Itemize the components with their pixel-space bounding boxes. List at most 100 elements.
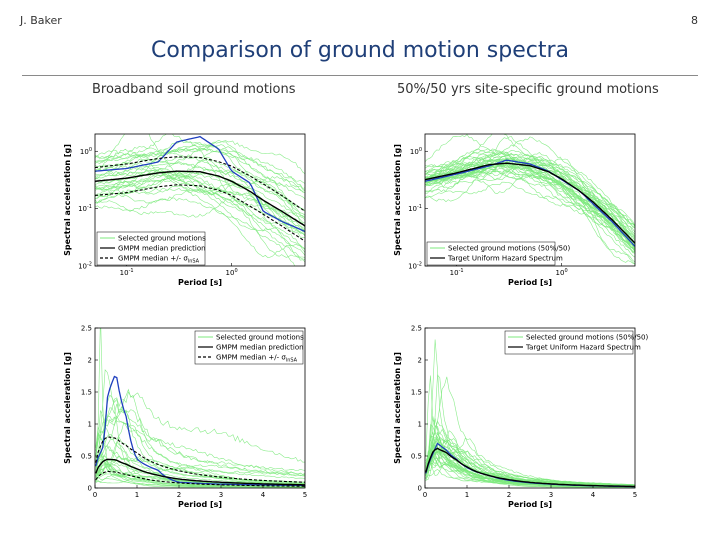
x-tick-label: 4 — [591, 491, 596, 499]
author-label: J. Baker — [20, 14, 62, 27]
x-tick-label: 100 — [556, 268, 568, 277]
ground-motion-record-line — [425, 158, 635, 251]
ground-motion-record-line — [425, 134, 635, 244]
legend-entry: GMPM median +/- σlnSA — [216, 354, 298, 364]
x-axis-label: Period [s] — [178, 278, 222, 287]
x-tick-label: 0 — [93, 491, 97, 499]
ground-motion-record-line — [95, 446, 305, 484]
ground-motion-record-line — [95, 134, 305, 221]
ground-motion-record-line — [95, 409, 305, 472]
y-tick-label: 10-1 — [78, 204, 92, 213]
chart-broadband-log: 10-1 100 10-2 10-1 100 Period [s] Spectral acc… — [63, 133, 306, 287]
y-tick-label: 0 — [88, 485, 92, 493]
y-tick-label: 2 — [88, 357, 92, 365]
x-tick-label: 0 — [423, 491, 427, 499]
legend-entry: Selected ground motions — [216, 334, 304, 342]
ground-motion-record-line — [425, 162, 635, 265]
x-tick-label: 4 — [261, 491, 266, 499]
x-tick-label: 1 — [465, 491, 469, 499]
ground-motion-record-line — [95, 415, 305, 475]
x-tick-label: 3 — [549, 491, 553, 499]
y-tick-label: 0.5 — [411, 453, 422, 461]
median-plus-sigma-line — [95, 436, 305, 483]
ground-motion-record-line — [95, 458, 305, 488]
ground-motion-record-line — [425, 448, 635, 488]
ground-motion-record-line — [95, 415, 305, 477]
right-column-label: 50%/50 yrs site-specific ground motions — [397, 82, 659, 97]
y-tick-label: 10-2 — [408, 262, 422, 271]
page-number: 8 — [691, 14, 698, 27]
ground-motion-record-line — [95, 464, 305, 488]
x-tick-label: 10-1 — [450, 268, 464, 277]
legend: Selected ground motions GMPM median predi… — [194, 330, 304, 365]
legend-entry: Selected ground motions — [118, 235, 206, 243]
x-tick-label: 2 — [507, 491, 511, 499]
plot-frame — [94, 133, 306, 267]
legend-entry: Target Uniform Hazard Spectrum — [447, 255, 563, 263]
legend: Selected ground motions GMPM median predi… — [96, 231, 206, 266]
legend-entry: GMPM median +/- σlnSA — [118, 255, 200, 265]
y-tick-label: 2.5 — [81, 325, 92, 333]
x-axis-label: Period [s] — [508, 278, 552, 287]
median-plus-sigma-line — [95, 156, 305, 212]
legend-entry: Target Uniform Hazard Spectrum — [525, 344, 641, 352]
ground-motion-record-line — [95, 174, 305, 258]
ground-motion-record-line — [425, 171, 635, 254]
ground-motion-record-line — [425, 134, 635, 229]
median-prediction-line — [95, 458, 305, 486]
y-tick-label: 100 — [80, 147, 92, 156]
ground-motion-record-line — [95, 162, 305, 212]
ground-motion-record-line — [95, 158, 305, 232]
highlighted-record-line — [425, 159, 635, 247]
ground-motion-record-line — [425, 156, 635, 233]
y-tick-label: 1.5 — [411, 389, 422, 397]
legend: Selected ground motions (50%/50) Target U… — [504, 330, 648, 355]
x-tick-label: 3 — [219, 491, 223, 499]
ground-motion-record-line — [95, 140, 305, 175]
plot-frame — [424, 133, 636, 267]
x-axis-label: Period [s] — [178, 500, 222, 509]
ground-motion-record-line — [95, 134, 305, 192]
plot-frame — [94, 327, 306, 489]
y-tick-label: 2 — [418, 357, 422, 365]
y-tick-label: 2.5 — [411, 325, 422, 333]
ground-motion-record-line — [95, 161, 305, 216]
legend-entry: Selected ground motions (50%/50) — [526, 334, 648, 342]
y-tick-label: 0.5 — [81, 453, 92, 461]
legend-box — [426, 241, 556, 266]
target-uhs-line — [425, 162, 635, 244]
ground-motion-record-line — [95, 369, 305, 477]
x-tick-label: 2 — [177, 491, 181, 499]
highlighted-record-line — [95, 375, 305, 487]
ground-motion-record-line — [95, 147, 305, 189]
target-uhs-line — [425, 447, 635, 488]
ground-motion-record-line — [95, 147, 305, 193]
y-tick-label: 1 — [88, 421, 92, 429]
median-minus-sigma-line — [95, 184, 305, 242]
title-divider — [22, 75, 698, 76]
y-tick-label: 0 — [418, 485, 422, 493]
ground-motion-record-line — [95, 168, 305, 237]
ground-motion-record-line — [95, 462, 305, 486]
ground-motion-record-line — [95, 189, 305, 256]
highlighted-record-line — [95, 135, 305, 233]
ground-motion-record-line — [95, 139, 305, 200]
ground-motion-record-line — [95, 197, 295, 266]
x-tick-label: 100 — [226, 268, 238, 277]
ground-motion-record-line — [425, 436, 635, 486]
y-axis-label: Spectral acceleration [g] — [393, 352, 402, 464]
legend-box — [504, 330, 634, 355]
x-tick-label: 10-1 — [120, 268, 134, 277]
y-tick-label: 10-1 — [408, 204, 422, 213]
ground-motion-record-line — [425, 153, 635, 249]
ground-motion-record-line — [95, 144, 305, 184]
ground-motion-record-line — [95, 180, 305, 233]
legend: Selected ground motions (50%/50) Target U… — [426, 241, 570, 266]
ground-motion-record-line — [95, 145, 305, 212]
y-axis-label: Spectral acceleration [g] — [393, 144, 402, 256]
chart-site-specific-log: 10-1 100 10-2 10-1 100 Period [s] Spectral acc… — [393, 133, 636, 287]
left-column-label: Broadband soil ground motions — [92, 82, 296, 97]
legend-entry: GMPM median prediction — [216, 344, 304, 352]
ground-motion-record-line — [425, 170, 635, 253]
ground-motion-record-line — [95, 391, 305, 463]
